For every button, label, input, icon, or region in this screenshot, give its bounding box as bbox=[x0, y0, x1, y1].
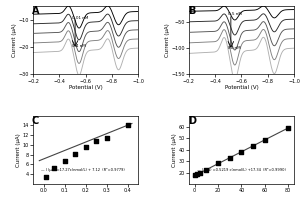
Point bbox=[286, 126, 291, 130]
Text: C: C bbox=[32, 116, 39, 126]
Text: 0.01 nM: 0.01 nM bbox=[73, 16, 89, 20]
Text: 80 nM: 80 nM bbox=[228, 46, 241, 50]
Point bbox=[104, 136, 109, 139]
Y-axis label: Current (μA): Current (μA) bbox=[12, 23, 17, 57]
Point bbox=[83, 145, 88, 148]
Point bbox=[204, 168, 209, 171]
Y-axis label: Current (μA): Current (μA) bbox=[16, 133, 21, 167]
Point bbox=[194, 173, 199, 176]
Point bbox=[239, 150, 244, 154]
Point bbox=[193, 174, 198, 177]
Y-axis label: Current (μA): Current (μA) bbox=[172, 133, 177, 167]
X-axis label: Potential (V): Potential (V) bbox=[69, 85, 103, 90]
Point bbox=[216, 162, 220, 165]
Point bbox=[43, 175, 48, 178]
Text: — I (μA) =0.5219 c(nmol/L) +17.34  (R²=0.9990): — I (μA) =0.5219 c(nmol/L) +17.34 (R²=0.… bbox=[197, 168, 286, 172]
Point bbox=[73, 152, 77, 155]
X-axis label: Potential (V): Potential (V) bbox=[224, 85, 258, 90]
Text: — I (μA) =17.27c(nmol/L) + 7.12  (R²=0.9779): — I (μA) =17.27c(nmol/L) + 7.12 (R²=0.97… bbox=[41, 168, 125, 172]
Text: B: B bbox=[188, 6, 195, 16]
Point bbox=[125, 124, 130, 127]
Text: A: A bbox=[32, 6, 39, 16]
Point bbox=[198, 171, 203, 174]
Y-axis label: Current (μA): Current (μA) bbox=[165, 23, 170, 57]
Point bbox=[52, 167, 56, 170]
Point bbox=[94, 139, 98, 143]
Point bbox=[227, 157, 232, 160]
Text: 0.5 nM: 0.5 nM bbox=[228, 12, 242, 16]
Text: D: D bbox=[188, 116, 196, 126]
Point bbox=[62, 159, 67, 162]
Text: 0.4 nM: 0.4 nM bbox=[73, 44, 86, 48]
Point bbox=[262, 138, 267, 141]
Point bbox=[251, 144, 256, 147]
